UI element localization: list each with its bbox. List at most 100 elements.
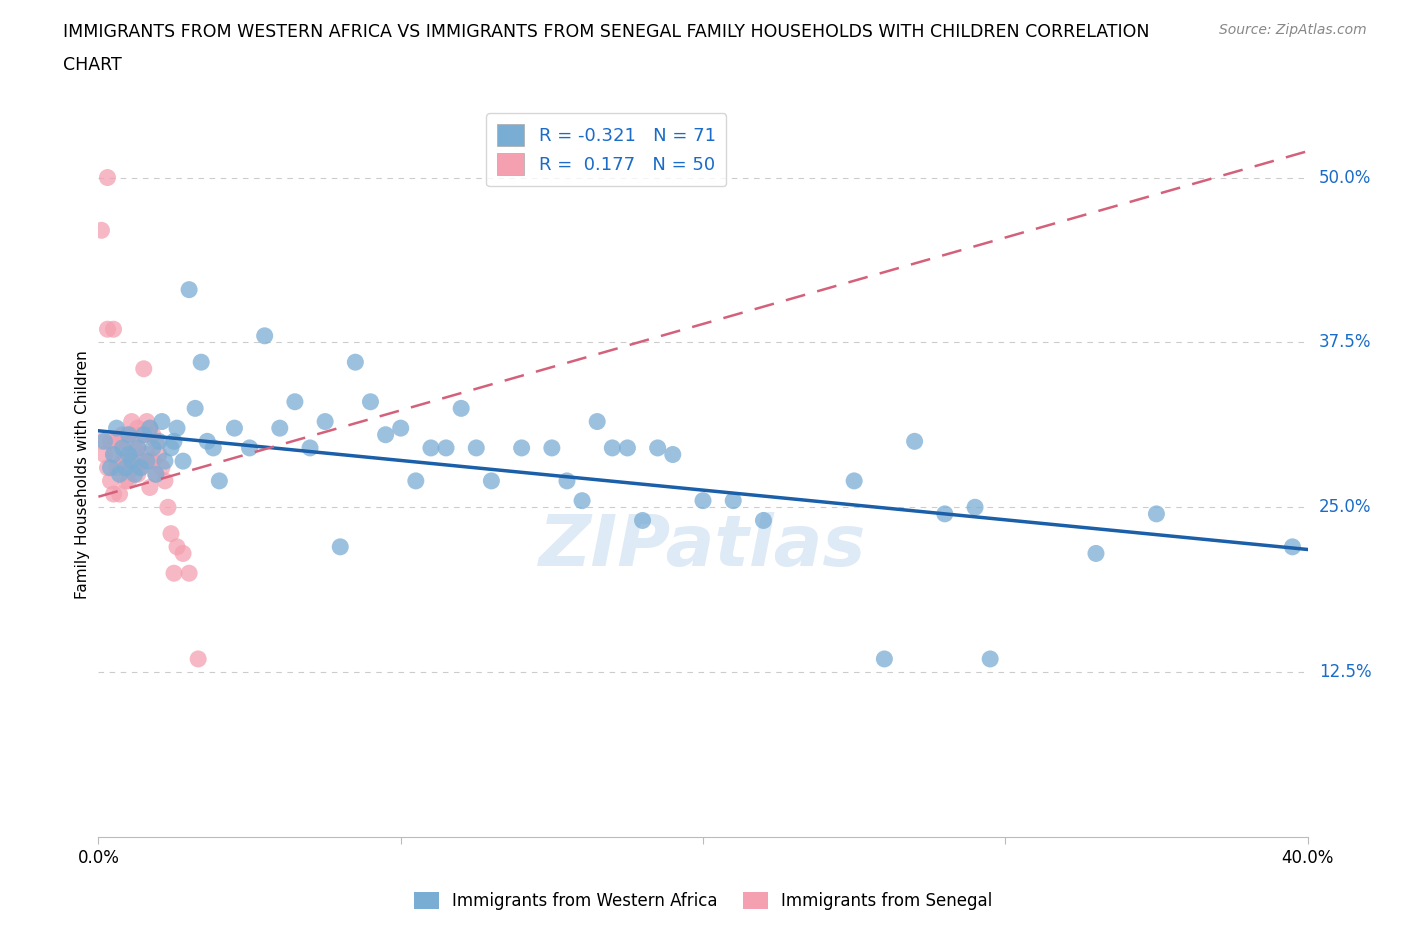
Point xyxy=(150,414,173,429)
Point xyxy=(103,447,125,462)
Point xyxy=(103,447,125,462)
Point xyxy=(139,454,162,469)
Point xyxy=(108,467,131,482)
Point xyxy=(187,652,209,667)
Point xyxy=(420,441,443,456)
Point xyxy=(145,467,167,482)
Point xyxy=(314,414,336,429)
Point xyxy=(723,493,745,508)
Point xyxy=(105,420,128,435)
Point xyxy=(184,401,207,416)
Point xyxy=(752,513,775,528)
Point xyxy=(389,420,412,435)
Point xyxy=(114,454,136,469)
Point xyxy=(1281,539,1303,554)
Point xyxy=(156,499,179,514)
Legend: Immigrants from Western Africa, Immigrants from Senegal: Immigrants from Western Africa, Immigran… xyxy=(408,885,998,917)
Point xyxy=(979,652,1001,667)
Point xyxy=(166,539,188,554)
Point xyxy=(142,441,165,456)
Point xyxy=(224,420,246,435)
Point xyxy=(434,441,457,456)
Point xyxy=(90,223,112,238)
Y-axis label: Family Households with Children: Family Households with Children xyxy=(75,350,90,599)
Point xyxy=(179,282,201,297)
Point xyxy=(139,480,162,495)
Point xyxy=(132,427,155,442)
Point xyxy=(100,434,122,449)
Point xyxy=(111,441,134,456)
Point xyxy=(96,460,118,475)
Point xyxy=(481,473,503,488)
Point xyxy=(93,447,115,462)
Point xyxy=(124,441,146,456)
Point xyxy=(465,441,488,456)
Point xyxy=(299,441,322,456)
Point xyxy=(103,486,125,501)
Point xyxy=(111,454,134,469)
Point xyxy=(163,565,186,580)
Text: IMMIGRANTS FROM WESTERN AFRICA VS IMMIGRANTS FROM SENEGAL FAMILY HOUSEHOLDS WITH: IMMIGRANTS FROM WESTERN AFRICA VS IMMIGR… xyxy=(63,23,1150,41)
Point xyxy=(374,427,396,442)
Point xyxy=(253,328,276,343)
Point xyxy=(129,427,152,442)
Point xyxy=(1085,546,1108,561)
Text: 50.0%: 50.0% xyxy=(1319,168,1371,187)
Point xyxy=(124,460,146,475)
Point xyxy=(105,460,128,475)
Point xyxy=(163,434,186,449)
Point xyxy=(132,427,155,442)
Point xyxy=(139,420,162,435)
Point xyxy=(127,441,149,456)
Legend: R = -0.321   N = 71, R =  0.177   N = 50: R = -0.321 N = 71, R = 0.177 N = 50 xyxy=(486,113,727,186)
Point xyxy=(135,454,157,469)
Point xyxy=(90,434,112,449)
Point xyxy=(904,434,927,449)
Text: 25.0%: 25.0% xyxy=(1319,498,1371,516)
Point xyxy=(239,441,262,456)
Point xyxy=(132,362,155,377)
Point xyxy=(661,447,683,462)
Point xyxy=(96,322,118,337)
Point xyxy=(934,507,956,522)
Point xyxy=(965,499,987,514)
Text: ZIPatlas: ZIPatlas xyxy=(540,512,866,581)
Point xyxy=(105,434,128,449)
Point xyxy=(450,401,472,416)
Text: 12.5%: 12.5% xyxy=(1319,663,1371,681)
Point xyxy=(118,447,141,462)
Point xyxy=(586,414,609,429)
Point xyxy=(202,441,225,456)
Point xyxy=(344,354,367,369)
Point xyxy=(127,420,149,435)
Text: CHART: CHART xyxy=(63,56,122,73)
Point xyxy=(129,460,152,475)
Point xyxy=(555,473,578,488)
Point xyxy=(124,467,146,482)
Text: 37.5%: 37.5% xyxy=(1319,334,1371,352)
Point xyxy=(139,420,162,435)
Point xyxy=(121,454,143,469)
Point xyxy=(150,460,173,475)
Point xyxy=(647,441,669,456)
Point xyxy=(103,322,125,337)
Point xyxy=(153,454,176,469)
Point xyxy=(114,434,136,449)
Point xyxy=(114,460,136,475)
Point xyxy=(844,473,866,488)
Point xyxy=(195,434,218,449)
Text: Source: ZipAtlas.com: Source: ZipAtlas.com xyxy=(1219,23,1367,37)
Point xyxy=(135,414,157,429)
Point xyxy=(114,473,136,488)
Point xyxy=(172,546,194,561)
Point xyxy=(118,473,141,488)
Point xyxy=(142,427,165,442)
Point xyxy=(602,441,624,456)
Point xyxy=(111,427,134,442)
Point xyxy=(108,434,131,449)
Point xyxy=(284,394,307,409)
Point xyxy=(329,539,352,554)
Point xyxy=(108,486,131,501)
Point xyxy=(93,434,115,449)
Point xyxy=(148,434,170,449)
